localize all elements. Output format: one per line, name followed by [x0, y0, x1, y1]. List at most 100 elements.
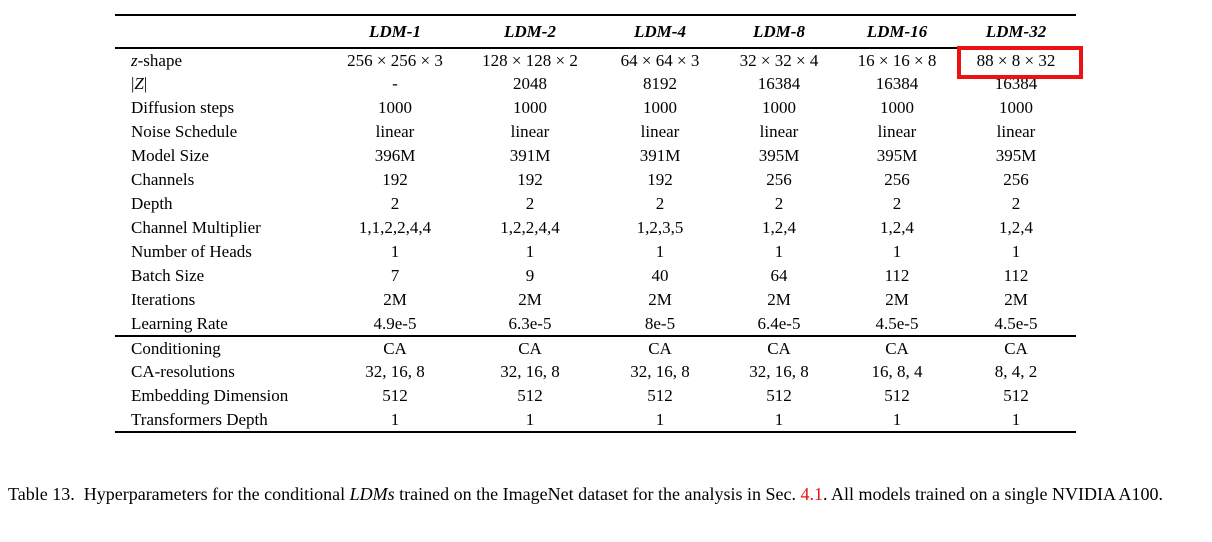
row-label-part: Noise Schedule	[131, 122, 238, 141]
caption-text-part: trained on the ImageNet dataset for the …	[394, 484, 801, 504]
row-label-part: Channels	[131, 170, 195, 189]
cell: 1	[892, 409, 902, 429]
row-label-part: Batch Size	[131, 266, 205, 285]
cell: 128 × 128 × 2	[482, 50, 578, 70]
row-label-part: CA-resolutions	[131, 362, 235, 381]
cell: linear	[996, 122, 1036, 141]
column-header-ldm-8: LDM-8	[753, 21, 805, 41]
row-label-part: |	[143, 74, 148, 93]
cell: CA	[1004, 338, 1028, 358]
cell: 192	[647, 170, 673, 189]
cell: 4.5e-5	[875, 313, 919, 333]
row-label-part: Z	[134, 74, 144, 93]
cell: 1000	[378, 98, 412, 117]
column-header-ldm-32: LDM-32	[985, 21, 1047, 41]
caption-text-part: Table 13. Hyperparameters for the condit…	[8, 484, 350, 504]
column-header-ldm-2: LDM-2	[504, 21, 556, 41]
cell: 40	[651, 266, 669, 285]
cell: 1,2,3,5	[636, 218, 684, 237]
table-row: Number of Heads 1 1 1 1 1 1	[115, 240, 1076, 264]
row-label: Depth	[115, 192, 330, 216]
row-label-part: Embedding Dimension	[131, 386, 289, 405]
cell: 396M	[374, 146, 416, 165]
table-row: Noise Schedule linear linear linear linear li…	[115, 120, 1076, 144]
cell: linear	[510, 122, 550, 141]
cell: 1	[525, 242, 535, 261]
cell: 1	[892, 242, 902, 261]
cell: 2M	[885, 290, 909, 309]
cell: 2M	[648, 290, 672, 309]
cell: 1	[655, 242, 665, 261]
cell: 1	[1011, 409, 1021, 429]
cell: 256	[1003, 170, 1029, 189]
cell: 7	[390, 266, 400, 285]
table-row: Iterations 2M 2M 2M 2M 2M 2M	[115, 288, 1076, 312]
cell: 1000	[762, 98, 796, 117]
cell: 395M	[876, 146, 918, 165]
row-label-part: -shape	[137, 50, 182, 70]
cell: 32, 16, 8	[500, 362, 560, 381]
cell: 32 × 32 × 4	[739, 50, 819, 70]
cell: 2	[525, 194, 535, 213]
cell: 2048	[513, 74, 547, 93]
table-row: Depth 2 2 2 2 2 2	[115, 192, 1076, 216]
cell: 112	[1003, 266, 1029, 285]
cell: linear	[640, 122, 680, 141]
cell: 1,2,4	[762, 218, 796, 237]
row-label: Model Size	[115, 144, 330, 168]
row-label: Learning Rate	[115, 312, 330, 336]
cell: 2	[390, 194, 400, 213]
cell: 2M	[383, 290, 407, 309]
caption-text-part: LDMs	[349, 484, 395, 504]
table-caption: Table 13. Hyperparameters for the condit…	[8, 480, 1207, 508]
column-header-ldm-16: LDM-16	[866, 21, 928, 41]
cell: CA	[767, 338, 791, 358]
row-label-part: Transformers Depth	[131, 409, 268, 429]
hyperparameter-table: LDM-1 LDM-2 LDM-4 LDM-8 LDM-16 LDM-32 z-shape…	[115, 14, 1083, 433]
table-row: Embedding Dimension 512 512 512 512 512 512	[115, 384, 1076, 408]
section-reference-link[interactable]: 4.1	[800, 484, 824, 504]
table-row: Channels 192 192 192 256 256 256	[115, 168, 1076, 192]
cell: 512	[1003, 386, 1029, 405]
cell: 8192	[643, 74, 677, 93]
cell: 256 × 256 × 3	[347, 50, 443, 70]
cell: 395M	[758, 146, 800, 165]
table-row: Transformers Depth 1 1 1 1 1 1	[115, 408, 1076, 432]
cell: 2M	[767, 290, 791, 309]
table-header-row: LDM-1 LDM-2 LDM-4 LDM-8 LDM-16 LDM-32	[115, 15, 1076, 48]
cell: 1	[774, 409, 784, 429]
row-label: Number of Heads	[115, 240, 330, 264]
cell: 2M	[518, 290, 542, 309]
cell: 1000	[880, 98, 914, 117]
table-row: z-shape 256 × 256 × 3 128 × 128 × 2 64 × 64…	[115, 45, 1083, 78]
cell: 1	[655, 409, 665, 429]
cell: 1	[390, 409, 400, 429]
row-label: Batch Size	[115, 264, 330, 288]
cell: -	[392, 74, 398, 93]
cell: 512	[884, 386, 910, 405]
row-label: |Z|	[115, 72, 330, 96]
cell: 32, 16, 8	[630, 362, 690, 381]
row-label: CA-resolutions	[115, 360, 330, 384]
cell: 1,2,4	[880, 218, 914, 237]
cell: 1,1,2,2,4,4	[358, 218, 432, 237]
cell: 391M	[639, 146, 681, 165]
cell: linear	[375, 122, 415, 141]
row-label: Conditioning	[115, 336, 330, 360]
cell: 512	[382, 386, 408, 405]
table-row: Learning Rate 4.9e-5 6.3e-5 8e-5 6.4e-5 4.5e-…	[115, 312, 1076, 336]
cell: 32, 16, 8	[365, 362, 425, 381]
table-row: Model Size 396M 391M 391M 395M 395M 395M	[115, 144, 1076, 168]
table-section-2: Conditioning CA CA CA CA CA CA CA-resolutions 32…	[115, 336, 1076, 432]
ldm-hyperparameter-table: LDM-1 LDM-2 LDM-4 LDM-8 LDM-16 LDM-32 z-shape…	[115, 14, 1083, 433]
table-row: |Z| - 2048 8192 16384 16384 16384	[115, 72, 1076, 96]
table-section-1: z-shape 256 × 256 × 3 128 × 128 × 2 64 × 64…	[115, 45, 1083, 336]
cell: 1000	[643, 98, 677, 117]
cell: 1	[390, 242, 400, 261]
cell: 395M	[995, 146, 1037, 165]
table-row: Channel Multiplier 1,1,2,2,4,4 1,2,2,4,4 1,…	[115, 216, 1076, 240]
row-label: Diffusion steps	[115, 96, 330, 120]
cell: 16384	[757, 74, 801, 93]
cell: 1000	[999, 98, 1033, 117]
cell: 16 × 16 × 8	[857, 50, 937, 70]
